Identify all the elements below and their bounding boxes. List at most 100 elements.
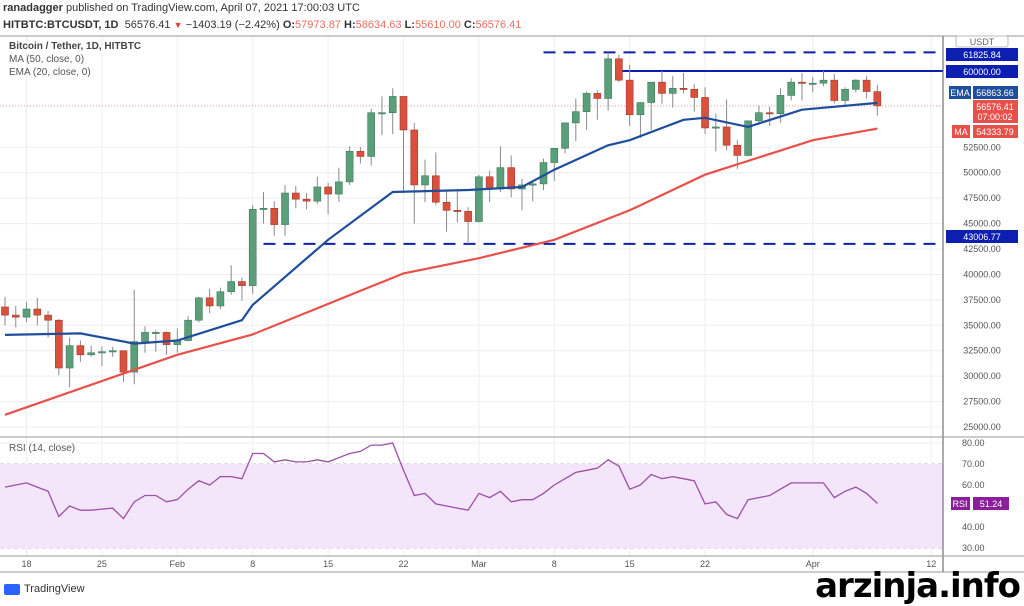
candle-body [819, 79, 828, 84]
candle-body [345, 151, 354, 183]
level-tag-61825 [946, 48, 1018, 61]
candle [11, 305, 20, 328]
candle-body [776, 95, 785, 115]
price-change: −1403.19 (−2.42%) [185, 19, 280, 31]
candle-body [733, 144, 742, 156]
candle [87, 345, 95, 357]
candle [572, 98, 580, 142]
candle-body [98, 351, 106, 354]
candle [668, 76, 677, 108]
price-axis[interactable]: 25000.00 27500.00 30000.00 32500.00 35000.00… [963, 142, 1001, 432]
candle [205, 288, 214, 314]
candle-body [65, 345, 74, 369]
rsi-tick-label: 30.00 [962, 543, 985, 553]
candle-body [572, 111, 580, 124]
ema-value-tag [973, 86, 1018, 99]
candle [862, 76, 871, 99]
candle [259, 192, 268, 224]
rsi-legend[interactable]: RSI (14, close) [9, 443, 76, 454]
candle [421, 159, 429, 203]
candle-body [335, 181, 343, 195]
candle-body [76, 345, 85, 356]
candle-body [475, 176, 483, 222]
time-tick-label: 18 [22, 559, 32, 569]
candle-body [808, 82, 817, 85]
ma-value-label: 54333.79 [976, 127, 1014, 137]
candle [496, 146, 505, 193]
candle [852, 79, 860, 93]
ma50-line [4, 127, 878, 416]
author[interactable]: ranadagger [3, 2, 63, 14]
candle [819, 71, 828, 87]
legend-ema[interactable]: EMA (20, close, 0) [9, 67, 91, 78]
symbol-ohlc-bar: HITBTC:BTCUSDT, 1D 56576.41 ▼ −1403.19 (… [3, 19, 521, 31]
candle-body [873, 91, 882, 107]
rsi-value-tag [973, 497, 1009, 510]
candle-body [787, 81, 796, 96]
level-43006-label: 43006.77 [963, 232, 1001, 242]
candle-body [1, 306, 9, 316]
rsi-tick-label: 60.00 [962, 480, 985, 490]
candle-body [162, 332, 171, 345]
last-price: 56576.41 [124, 19, 171, 31]
candle-body [496, 167, 505, 190]
candle [690, 84, 699, 112]
rsi-tick-label: 40.00 [962, 522, 985, 532]
candle [76, 340, 85, 362]
candle [593, 90, 602, 120]
candle-body [615, 58, 623, 81]
legend-ma[interactable]: MA (50, close, 0) [9, 54, 85, 65]
candle [98, 346, 106, 366]
candle-body [668, 87, 677, 94]
candle [378, 96, 386, 136]
open-label: O: [282, 19, 296, 31]
legend-title: Bitcoin / Tether, 1D, HITBTC [9, 41, 142, 52]
candle [195, 296, 203, 323]
candle-body [701, 97, 709, 129]
candle-body [399, 96, 408, 131]
rsi-tick-label: 70.00 [962, 459, 985, 469]
candle-body [862, 79, 871, 92]
down-triangle-icon: ▼ [173, 20, 183, 30]
time-axis[interactable]: 18 25 Feb 8 15 22 Mar 8 15 22 Apr 12 [22, 559, 937, 569]
candle-body [528, 183, 537, 186]
candle [141, 326, 149, 353]
candle-body [755, 112, 763, 122]
candle-body [765, 112, 774, 115]
price-tick-label: 32500.00 [963, 346, 1001, 356]
price-tick-label: 35000.00 [963, 320, 1001, 330]
candle-body [485, 176, 494, 190]
candle-body [151, 332, 160, 334]
candle-body [593, 93, 602, 99]
candle [475, 174, 483, 223]
candle [518, 178, 526, 211]
close-label: C: [463, 19, 476, 31]
price-tick-label: 25000.00 [963, 422, 1001, 432]
candle-body [356, 151, 365, 157]
candle-body [141, 332, 149, 342]
candle-body [442, 201, 451, 211]
ema20-line [4, 101, 878, 345]
low-label: L: [404, 19, 415, 31]
candle [507, 155, 515, 198]
ma-tag [952, 125, 970, 138]
candle [324, 182, 332, 215]
candle [453, 190, 462, 223]
rsi-axis[interactable]: 30.00 40.00 60.00 70.00 80.00 [962, 438, 985, 553]
candle [464, 207, 472, 244]
candle [798, 73, 806, 101]
candle-body [636, 102, 645, 116]
candle-body [744, 120, 752, 156]
candle-body [841, 89, 849, 101]
published-text: published on TradingView.com, April 07, … [65, 2, 360, 14]
footer-brand[interactable]: TradingView [4, 583, 85, 595]
candle [281, 184, 289, 236]
candle-body [722, 126, 731, 146]
rsi-tag [951, 497, 970, 510]
candle [722, 99, 731, 151]
candle-body [22, 308, 31, 318]
candle-body [55, 319, 63, 369]
candle [841, 87, 849, 106]
candle-body [313, 186, 322, 202]
